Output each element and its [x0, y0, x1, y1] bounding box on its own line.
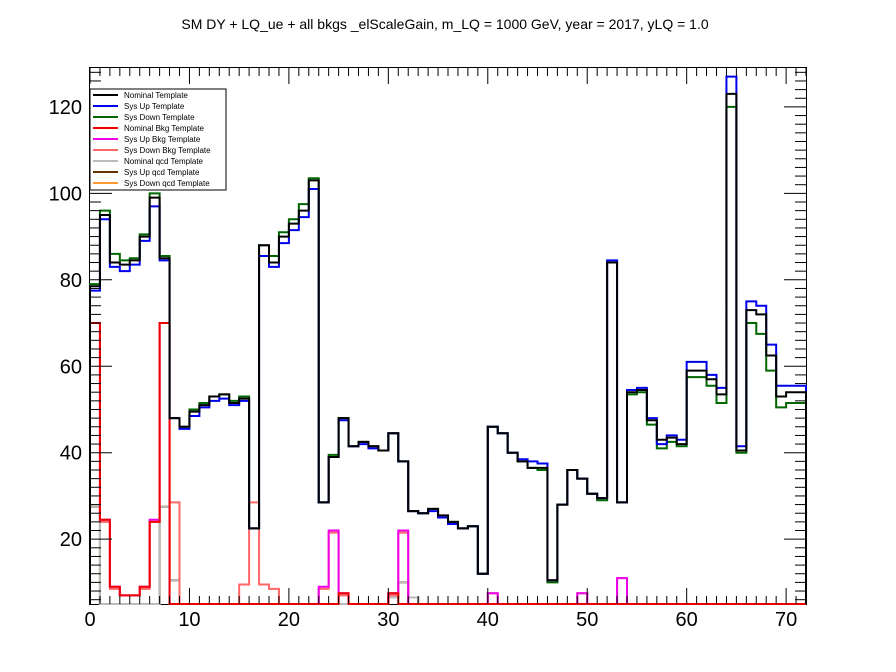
- x-tick-label: 0: [84, 609, 95, 631]
- legend-label: Sys Up Bkg Template: [124, 135, 201, 144]
- legend-label: Sys Down qcd Template: [124, 179, 210, 188]
- y-tick-label: 60: [60, 356, 82, 378]
- axis-layer: 0 10 20 30 40 50 60 70 20 40 60 80 100 120: [49, 68, 807, 631]
- legend: Nominal Template Sys Up Template Sys Down …: [89, 88, 227, 191]
- series-sys-down-bkg-template: [89, 322, 806, 605]
- legend-label: Nominal Template: [124, 91, 188, 100]
- legend-label: Nominal qcd Template: [124, 157, 204, 166]
- x-tick-label: 30: [377, 609, 399, 631]
- legend-label: Nominal Bkg Template: [124, 124, 204, 133]
- chart-title: SM DY + LQ_ue + all bkgs _elScaleGain, m…: [181, 16, 708, 32]
- y-tick-label: 20: [60, 529, 82, 551]
- series-nominal-bkg-template: [89, 322, 806, 605]
- x-tick-label: 70: [775, 609, 797, 631]
- x-tick-label: 50: [576, 609, 598, 631]
- y-tick-label: 120: [49, 97, 82, 119]
- x-tick-label: 60: [676, 609, 698, 631]
- legend-label: Sys Down Template: [124, 113, 195, 122]
- x-tick-label: 10: [178, 609, 200, 631]
- series-layer: [89, 75, 807, 605]
- legend-label: Sys Up qcd Template: [124, 168, 200, 177]
- x-tick-label: 40: [477, 609, 499, 631]
- y-tick-label: 80: [60, 270, 82, 292]
- series-sys-up-bkg-template: [89, 322, 806, 605]
- series-nominal-template: [89, 92, 807, 604]
- legend-label: Sys Up Template: [124, 102, 185, 111]
- y-tick-label: 40: [60, 443, 82, 465]
- x-tick-label: 20: [278, 609, 300, 631]
- y-tick-label: 100: [49, 183, 82, 205]
- legend-label: Sys Down Bkg Template: [124, 146, 211, 155]
